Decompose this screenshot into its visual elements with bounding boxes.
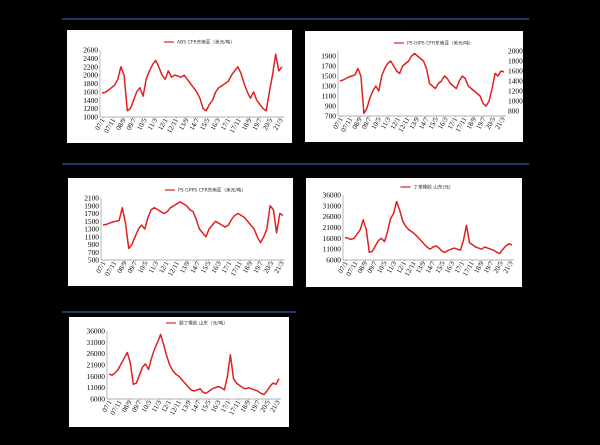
chart-title: 顺丁橡胶 山东（元/吨） <box>179 320 228 327</box>
chart-panel-abs: ABS CFR东南亚（美元/吨） 1000 1200 1400 1600 1800 2000… <box>67 30 292 143</box>
x-tick-label: 08/9 <box>115 117 128 132</box>
y-tick-label: 6000 <box>326 256 341 265</box>
y-tick-label: 2400 <box>83 54 98 63</box>
y-tick-label: 1300 <box>84 225 99 234</box>
x-tick-label: 15/5 <box>198 117 211 132</box>
y-tick-label-right: 1400 <box>508 77 523 86</box>
x-tick-label: 08/9 <box>116 260 129 275</box>
x-tick-label: 20/5 <box>262 260 275 275</box>
series-line <box>344 200 513 255</box>
y-tick-label: 1000 <box>83 113 98 122</box>
y-tick-label: 11000 <box>87 383 106 392</box>
x-tick-label: 13/9 <box>177 117 190 132</box>
y-tick-label: 31000 <box>87 338 106 347</box>
y-tick-label: 900 <box>88 240 99 249</box>
chart-panel-br: 顺丁橡胶 山东（元/吨） 6000 11000 16000 21000 26000 3100… <box>69 317 289 427</box>
x-tick-label: 13/9 <box>178 260 191 275</box>
y-tick-label: 21000 <box>87 361 106 370</box>
y-tick-label-right: 800 <box>508 107 519 116</box>
series-line <box>101 53 283 112</box>
y-tick-label: 16000 <box>323 234 342 243</box>
y-tick-label: 36000 <box>87 327 106 336</box>
x-tick-label: 14/7 <box>189 260 202 275</box>
chart-2-svg: PS GPPS CFR东南亚（美元/吨） 50070090011001300150… <box>84 187 286 278</box>
y-tick-label: 36000 <box>323 191 342 200</box>
y-tick-label: 26000 <box>87 349 106 358</box>
series-line <box>102 201 284 250</box>
y-tick-label: 16000 <box>87 372 106 381</box>
y-tick-label: 2000 <box>83 71 98 80</box>
chart-title: PS GPPS CFR东南亚（美元/吨） <box>178 187 246 194</box>
y-tick-label-right: 1600 <box>508 67 523 76</box>
y-tick-label: 1900 <box>84 201 99 210</box>
divider-lower <box>62 311 296 313</box>
y-tick-label: 1500 <box>321 72 336 81</box>
x-tick-label: 21/3 <box>494 116 507 131</box>
y-tick-label: 31000 <box>323 201 342 210</box>
y-tick-label: 1500 <box>84 217 99 226</box>
x-tick-label: 18/9 <box>241 260 254 275</box>
chart-title: PS HIPS CFR东南亚（美元/吨） <box>407 40 473 47</box>
y-tick-label: 21000 <box>323 223 342 232</box>
chart-panel-sbr: 丁苯橡胶 山东(元) 6000 11000 16000 21000 26000 31000 3… <box>306 178 522 287</box>
y-tick-label: 1800 <box>83 79 98 88</box>
x-tick-label: 21/3 <box>269 399 282 414</box>
chart-title: ABS CFR东南亚（美元/吨） <box>177 39 235 46</box>
y-tick-label: 2600 <box>83 46 98 55</box>
y-tick-label: 2100 <box>84 194 99 203</box>
y-tick-label: 700 <box>325 112 336 121</box>
y-tick-label: 6000 <box>90 395 105 404</box>
chart-panel-ps-gpps: PS GPPS CFR东南亚（美元/吨） 500 700 900 1100 1300 150… <box>68 178 293 286</box>
y-tick-label: 1900 <box>321 52 336 61</box>
series-line <box>339 52 505 115</box>
y-tick-label: 1600 <box>83 87 98 96</box>
x-tick-label: 21/3 <box>273 260 286 275</box>
divider-middle <box>62 163 529 165</box>
y-tick-label: 1100 <box>84 232 99 241</box>
y-tick-label: 500 <box>88 256 99 265</box>
y-tick-label: 1700 <box>84 209 99 218</box>
x-tick-label: 15/5 <box>199 260 212 275</box>
x-tick-label: 21/3 <box>272 117 285 132</box>
chart-3-svg: 丁苯橡胶 山东(元) 6000 11000 16000 21000 26000 310003… <box>323 184 515 278</box>
x-tick-label: 16/3 <box>210 260 223 275</box>
chart-title: 丁苯橡胶 山东(元) <box>414 184 451 191</box>
chart-0-svg: ABS CFR东南亚（美元/吨） 100012001400160018002000… <box>83 39 285 135</box>
x-tick-label: 19/7 <box>252 260 265 275</box>
x-tick-label: 10/5 <box>135 117 148 132</box>
y-tick-label: 1200 <box>83 104 98 113</box>
y-tick-label: 2200 <box>83 62 98 71</box>
x-tick-label: 09/7 <box>126 260 139 275</box>
x-tick-label: 14/7 <box>188 117 201 132</box>
x-tick-label: 10/5 <box>136 260 149 275</box>
y-tick-label-right: 1800 <box>508 57 523 66</box>
y-tick-label: 900 <box>325 102 336 111</box>
y-tick-label: 1700 <box>321 62 336 71</box>
y-tick-label-right: 2000 <box>508 47 523 56</box>
series-line <box>108 333 280 396</box>
y-tick-label: 1100 <box>321 92 336 101</box>
chart-4-svg: 顺丁橡胶 山东（元/吨） 6000 11000 16000 21000 26000 3100… <box>87 320 282 417</box>
y-tick-label-right: 1200 <box>508 87 523 96</box>
chart-1-svg: PS HIPS CFR东南亚（美元/吨） 70090011001300150017… <box>321 40 523 134</box>
x-tick-label: 18/9 <box>240 117 253 132</box>
y-tick-label: 1300 <box>321 82 336 91</box>
y-tick-label: 11000 <box>323 245 342 254</box>
divider-top <box>62 18 529 20</box>
chart-panel-ps-hips: PS HIPS CFR东南亚（美元/吨） 700 900 1100 1300 1500 17… <box>305 31 523 142</box>
y-tick-label: 700 <box>88 248 99 257</box>
y-tick-label: 1400 <box>83 96 98 105</box>
x-tick-label: 21/3 <box>502 260 515 275</box>
x-tick-label: 09/7 <box>125 117 138 132</box>
x-tick-label: 20/5 <box>261 117 274 132</box>
x-tick-label: 16/3 <box>209 117 222 132</box>
x-tick-label: 19/7 <box>251 117 264 132</box>
y-tick-label: 26000 <box>323 212 342 221</box>
y-tick-label-right: 1000 <box>508 97 523 106</box>
